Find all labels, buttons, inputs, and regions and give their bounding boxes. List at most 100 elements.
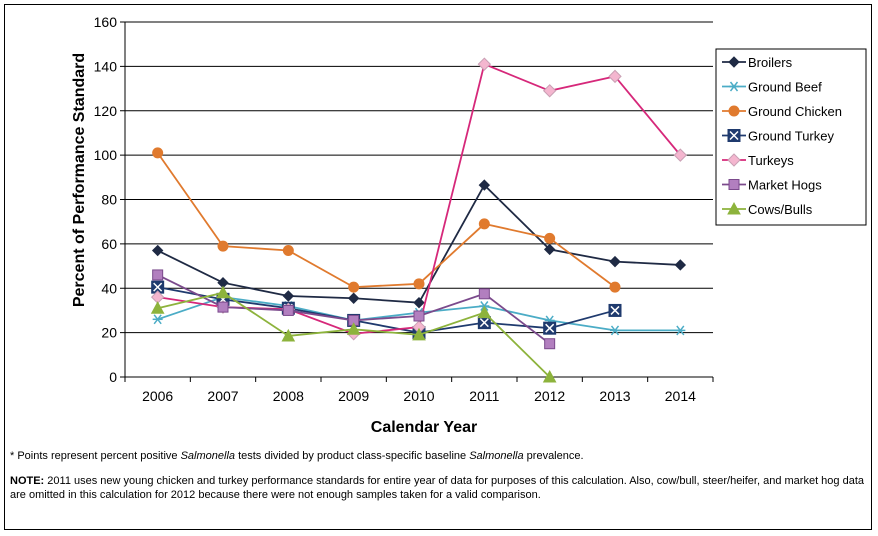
x-tick-label: 2008	[273, 388, 304, 404]
data-point-cows-bulls	[281, 328, 296, 342]
legend-marker	[727, 201, 741, 215]
note-label: NOTE:	[10, 475, 45, 487]
y-tick-label: 100	[94, 147, 118, 163]
marker-cross	[729, 130, 739, 141]
series-broilers	[151, 179, 687, 309]
data-point-broilers	[543, 243, 556, 256]
legend-label: Ground Beef	[748, 80, 822, 95]
footnote-middle: tests divided by product class-specific …	[235, 450, 470, 462]
footnote-italic-2: Salmonella	[469, 450, 524, 462]
data-point-ground-beef	[610, 325, 620, 336]
y-tick-label: 140	[94, 58, 118, 74]
legend-item-cows-bulls: Cows/Bulls	[722, 201, 813, 217]
legend-label: Market Hogs	[748, 178, 822, 193]
marker-stroke	[153, 314, 162, 325]
data-point-cows-bulls	[346, 322, 361, 335]
legend-label: Ground Chicken	[748, 104, 842, 119]
data-point-turkeys	[542, 84, 557, 98]
data-point-ground-chicken	[152, 147, 164, 159]
marker-cross	[610, 305, 620, 315]
marker-stroke	[729, 81, 739, 92]
legend-label: Ground Turkey	[748, 129, 834, 144]
legend-item-turkeys: Turkeys	[722, 153, 794, 168]
series-line-turkeys	[157, 62, 682, 335]
legend-label: Turkeys	[748, 153, 794, 168]
x-tick-label: 2010	[403, 388, 434, 404]
data-point-turkeys	[608, 69, 622, 84]
data-point-ground-turkey	[543, 321, 557, 335]
y-tick-label: 40	[101, 280, 117, 296]
data-point-market-hogs	[217, 301, 229, 313]
x-tick-label: 2013	[599, 388, 630, 404]
data-point-broilers	[282, 290, 295, 302]
legend-marker	[727, 129, 741, 142]
y-tick-label: 0	[109, 369, 117, 385]
x-tick-label: 2011	[469, 388, 499, 404]
legend-item-ground-turkey: Ground Turkey	[722, 129, 834, 144]
footnote-italic-1: Salmonella	[180, 450, 236, 462]
legend-item-ground-chicken: Ground Chicken	[722, 104, 842, 119]
legend-marker	[729, 81, 739, 92]
footnote-prefix: * Points represent percent positive	[10, 450, 181, 462]
y-tick-label: 20	[101, 325, 117, 341]
data-point-ground-chicken	[282, 245, 294, 257]
legend-marker	[727, 153, 741, 167]
data-point-broilers	[609, 255, 621, 268]
data-point-cows-bulls	[150, 301, 165, 314]
x-tick-label: 2012	[534, 388, 565, 404]
data-point-ground-chicken	[217, 240, 229, 252]
data-point-broilers	[478, 179, 491, 191]
marker-cross	[479, 318, 489, 328]
data-point-ground-beef	[675, 325, 686, 336]
series-line-ground-chicken	[156, 152, 616, 289]
legend-marker	[728, 179, 740, 190]
x-tick-label: 2014	[665, 388, 696, 404]
data-point-ground-turkey	[477, 316, 491, 330]
data-point-ground-chicken	[609, 281, 621, 293]
series-ground-chicken	[152, 147, 621, 293]
legend-label: Broilers	[748, 55, 793, 70]
legend-item-broilers: Broilers	[722, 55, 793, 70]
series-market-hogs	[152, 269, 556, 350]
note: NOTE: 2011 uses new young chicken and tu…	[10, 474, 870, 502]
x-tick-label: 2006	[142, 388, 173, 404]
y-tick-label: 80	[101, 192, 117, 208]
data-point-cows-bulls	[216, 285, 230, 299]
axes: 0 20 40 60 80 100 120 140 160 2006 2007 2008 2009 201…	[94, 14, 714, 404]
data-point-ground-turkey	[151, 280, 165, 294]
data-point-cows-bulls	[542, 369, 557, 383]
legend-item-market-hogs: Market Hogs	[722, 178, 822, 193]
marker-stroke	[610, 325, 620, 336]
data-point-cows-bulls	[477, 305, 492, 319]
data-point-ground-turkey	[608, 303, 622, 317]
marker-cross	[153, 282, 163, 292]
legend-label: Cows/Bulls	[748, 202, 813, 217]
series-cows-bulls	[150, 285, 557, 383]
series-layer	[150, 57, 688, 383]
y-tick-label: 120	[94, 103, 118, 119]
legend-marker	[728, 56, 740, 68]
footnote-suffix: prevalence.	[523, 450, 584, 462]
legend: Broilers Ground Beef Ground Chicken Ground …	[715, 48, 867, 226]
data-point-broilers	[674, 259, 687, 271]
marker-stroke	[676, 325, 685, 336]
data-point-market-hogs	[282, 304, 294, 316]
data-point-market-hogs	[152, 269, 164, 281]
data-point-market-hogs	[478, 288, 490, 300]
data-point-ground-beef	[152, 314, 163, 325]
legend-box	[715, 48, 867, 226]
data-point-ground-chicken	[544, 232, 556, 244]
marker-cross	[545, 323, 555, 333]
data-point-ground-chicken	[413, 278, 425, 290]
data-point-broilers	[347, 292, 360, 304]
data-point-broilers	[413, 296, 425, 309]
x-tick-label: 2007	[207, 388, 238, 404]
data-point-market-hogs	[413, 310, 425, 322]
data-point-cows-bulls	[412, 327, 426, 341]
y-tick-label: 160	[94, 14, 118, 30]
y-tick-label: 60	[101, 236, 117, 252]
note-text: 2011 uses new young chicken and turkey p…	[10, 475, 864, 501]
data-point-ground-chicken	[348, 281, 360, 293]
footnote: * Points represent percent positive Salm…	[10, 449, 870, 463]
x-axis-title: Calendar Year	[371, 419, 477, 436]
